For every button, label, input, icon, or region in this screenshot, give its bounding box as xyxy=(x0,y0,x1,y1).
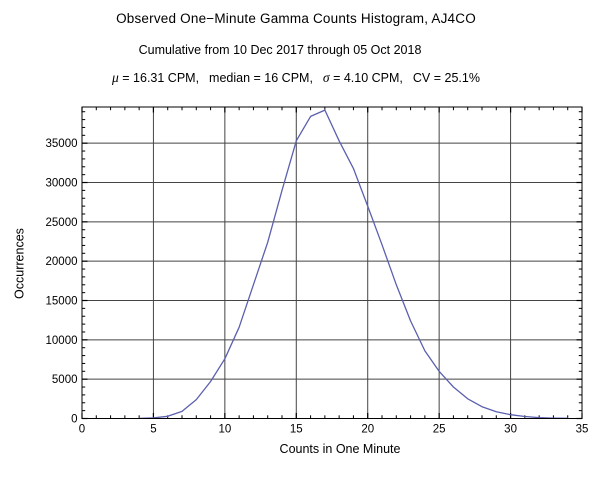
sigma-symbol: σ xyxy=(322,70,330,85)
axis-ticks xyxy=(81,107,583,420)
y-tick-label: 35000 xyxy=(46,138,78,150)
y-tick-label: 25000 xyxy=(46,217,78,229)
chart-subtitle: Cumulative from 10 Dec 2017 through 05 O… xyxy=(138,43,422,57)
x-tick-label: 10 xyxy=(218,424,231,436)
tick-labels: 0 5 10 15 20 25 30 35 0 5000 10000 15000 20000 25000 3… xyxy=(46,138,589,435)
x-axis-label: Counts in One Minute xyxy=(279,442,401,456)
sigma-value: = 4.10 CPM, xyxy=(329,71,403,85)
mu-value: = 16.31 CPM, xyxy=(118,71,200,85)
plot-frame xyxy=(81,106,583,419)
x-tick-label: 5 xyxy=(150,424,156,436)
y-tick-label: 5000 xyxy=(52,374,78,386)
median-value: median = 16 CPM, xyxy=(209,71,313,85)
y-tick-label: 15000 xyxy=(46,296,78,308)
y-axis-label: Occurrences xyxy=(12,228,27,299)
y-tick-label: 10000 xyxy=(46,335,78,347)
x-tick-label: 30 xyxy=(504,424,517,436)
histogram-curve xyxy=(138,109,569,420)
y-tick-label: 20000 xyxy=(46,256,78,268)
x-tick-label: 15 xyxy=(290,424,303,436)
stats-line: μ = 16.31 CPM, median = 16 CPM, σ = 4.10 C… xyxy=(0,70,592,86)
gridlines xyxy=(82,107,582,419)
y-tick-label: 30000 xyxy=(46,178,78,190)
cv-value: CV = 25.1% xyxy=(412,71,480,85)
y-tick-label: 0 xyxy=(71,414,77,426)
mu-symbol: μ xyxy=(112,70,119,85)
x-tick-label: 35 xyxy=(576,424,589,436)
chart-title: Observed One−Minute Gamma Counts Histogr… xyxy=(116,11,476,26)
x-tick-label: 25 xyxy=(433,424,446,436)
x-tick-label: 0 xyxy=(79,424,85,436)
x-tick-label: 20 xyxy=(361,424,374,436)
